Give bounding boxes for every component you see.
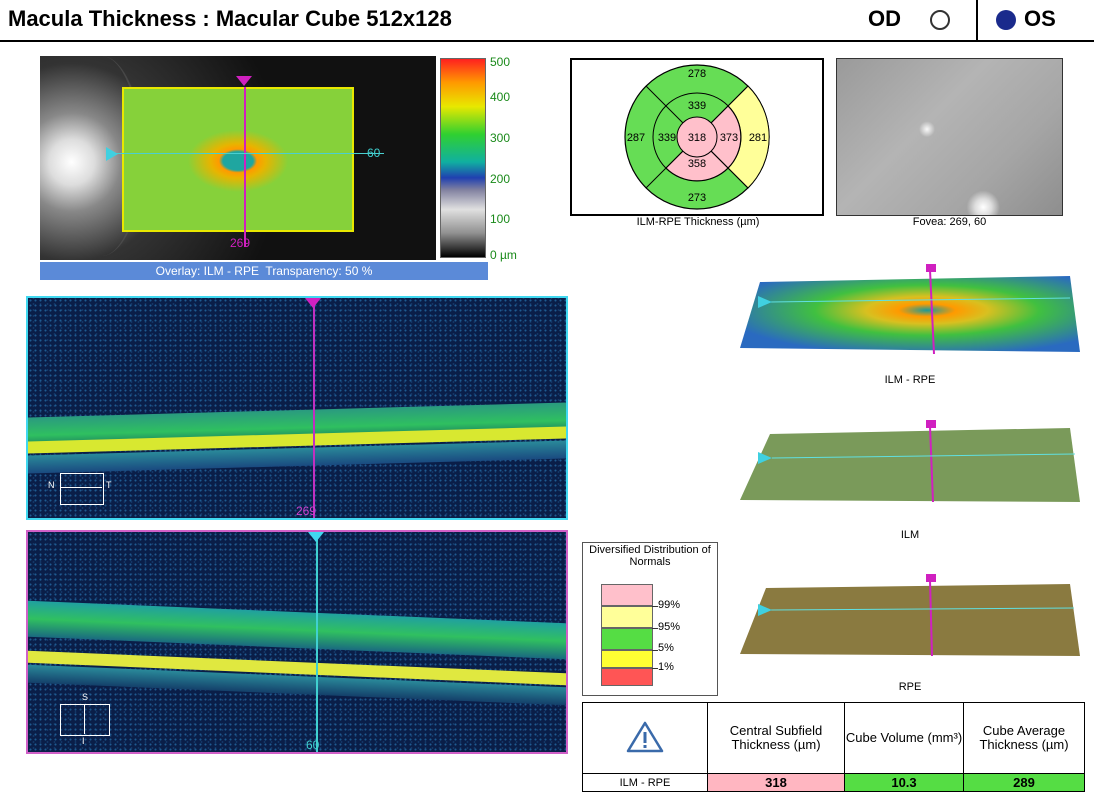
eye-os-label: OS <box>1024 6 1056 31</box>
colorbar-tick: 300 <box>490 131 511 145</box>
report-header <box>0 0 1094 42</box>
map-x-position-label: 269 <box>230 236 251 250</box>
grid-inner-left-value: 339 <box>658 132 676 144</box>
summary-table: Central Subfield Thickness (µm) Cube Vol… <box>582 702 1085 792</box>
surface-rpe[interactable] <box>740 574 1080 664</box>
legend-swatch-above-99 <box>601 584 653 606</box>
grid-outer-left-value: 287 <box>627 132 645 144</box>
cube-average-value: 289 <box>963 773 1085 792</box>
bscan-vertical[interactable]: 60 S I <box>26 530 568 754</box>
surface-caption: ILM <box>900 529 920 541</box>
grid-inner-bottom-value: 358 <box>688 158 706 170</box>
orientation-box <box>60 704 110 736</box>
orientation-label-top: S <box>82 692 89 702</box>
row-label: ILM - RPE <box>582 773 708 792</box>
grid-outer-top-value: 278 <box>688 68 706 80</box>
fovea-slo-image[interactable] <box>836 58 1063 216</box>
grid-inner-right-value: 373 <box>720 132 738 144</box>
etdrs-thickness-grid[interactable]: 278 287 281 273 339 339 373 358 318 <box>572 60 822 214</box>
grid-center-subfield[interactable] <box>676 116 718 158</box>
legend-swatch-1-5 <box>601 650 653 668</box>
eye-divider <box>976 0 978 40</box>
bscan-top-marker-icon[interactable] <box>308 532 324 542</box>
legend-swatch-95-99 <box>601 606 653 628</box>
warning-triangle-icon[interactable] <box>625 720 665 754</box>
legend-title: Diversified Distribution of Normals <box>589 544 711 568</box>
cube-volume-value: 10.3 <box>844 773 964 792</box>
bscan-position-line[interactable] <box>313 298 315 518</box>
legend-tick <box>652 650 658 651</box>
grid-caption: ILM-RPE Thickness (µm) <box>636 216 760 228</box>
legend-tick <box>652 606 658 607</box>
map-vertical-cursor[interactable] <box>244 87 246 247</box>
fovea-caption: Fovea: 269, 60 <box>912 216 987 228</box>
eye-od-radio[interactable] <box>930 10 950 30</box>
orientation-box <box>60 473 104 505</box>
report-title: Macula Thickness : Macular Cube 512x128 <box>8 6 452 31</box>
legend-label: 1% <box>658 661 674 673</box>
legend-tick <box>652 668 658 669</box>
bscan-position-label: 60 <box>306 738 320 752</box>
legend-label: 5% <box>658 642 674 654</box>
header-cube-average: Cube Average Thickness (µm) <box>963 702 1085 774</box>
legend-tick <box>652 628 658 629</box>
eye-od-label: OD <box>868 6 901 31</box>
orientation-label-bottom: I <box>82 736 85 746</box>
orientation-arrow <box>60 487 102 488</box>
orientation-arrow <box>84 704 85 734</box>
map-horizontal-cursor[interactable] <box>116 153 384 154</box>
grid-center-value: 318 <box>688 132 706 144</box>
colorbar-tick: 400 <box>490 90 511 104</box>
grid-inner-top-value: 339 <box>688 100 706 112</box>
map-y-position-label: 60 <box>367 146 381 160</box>
orientation-label-left: N <box>48 480 55 490</box>
central-subfield-value: 318 <box>707 773 845 792</box>
surface-caption: ILM - RPE <box>884 374 936 386</box>
surface-ilm[interactable] <box>740 420 1080 510</box>
header-cube-volume: Cube Volume (mm³) <box>844 702 964 774</box>
thickness-colorbar <box>440 58 486 258</box>
thickness-map-overlay[interactable] <box>122 87 354 232</box>
colorbar-tick: 100 <box>490 212 511 226</box>
bscan-position-label: 269 <box>296 504 317 518</box>
bscan-horizontal[interactable]: 269 N T <box>26 296 568 520</box>
surface-caption: RPE <box>898 681 922 693</box>
colorbar-tick: 500 <box>490 55 511 69</box>
bscan-top-marker-icon[interactable] <box>305 298 321 308</box>
colorbar-tick: 0 µm <box>490 248 517 262</box>
grid-outer-bottom-value: 273 <box>688 192 706 204</box>
overlay-caption[interactable]: Overlay: ILM - RPE Transparency: 50 % <box>40 262 488 280</box>
bscan-position-line[interactable] <box>316 532 318 752</box>
surface-ilm-rpe[interactable] <box>740 262 1080 362</box>
warning-cell[interactable] <box>582 702 708 774</box>
eye-os-radio[interactable] <box>996 10 1016 30</box>
map-left-marker-icon[interactable] <box>106 147 118 161</box>
map-top-marker-icon[interactable] <box>236 76 252 86</box>
legend-swatch-below-1 <box>601 668 653 686</box>
grid-outer-right-value: 281 <box>749 132 767 144</box>
legend-label: 95% <box>658 621 681 633</box>
colorbar-tick: 200 <box>490 172 511 186</box>
header-central-subfield: Central Subfield Thickness (µm) <box>707 702 845 774</box>
legend-swatch-5-95 <box>601 628 653 650</box>
legend-label: 99% <box>658 599 681 611</box>
orientation-label-right: T <box>106 480 112 490</box>
